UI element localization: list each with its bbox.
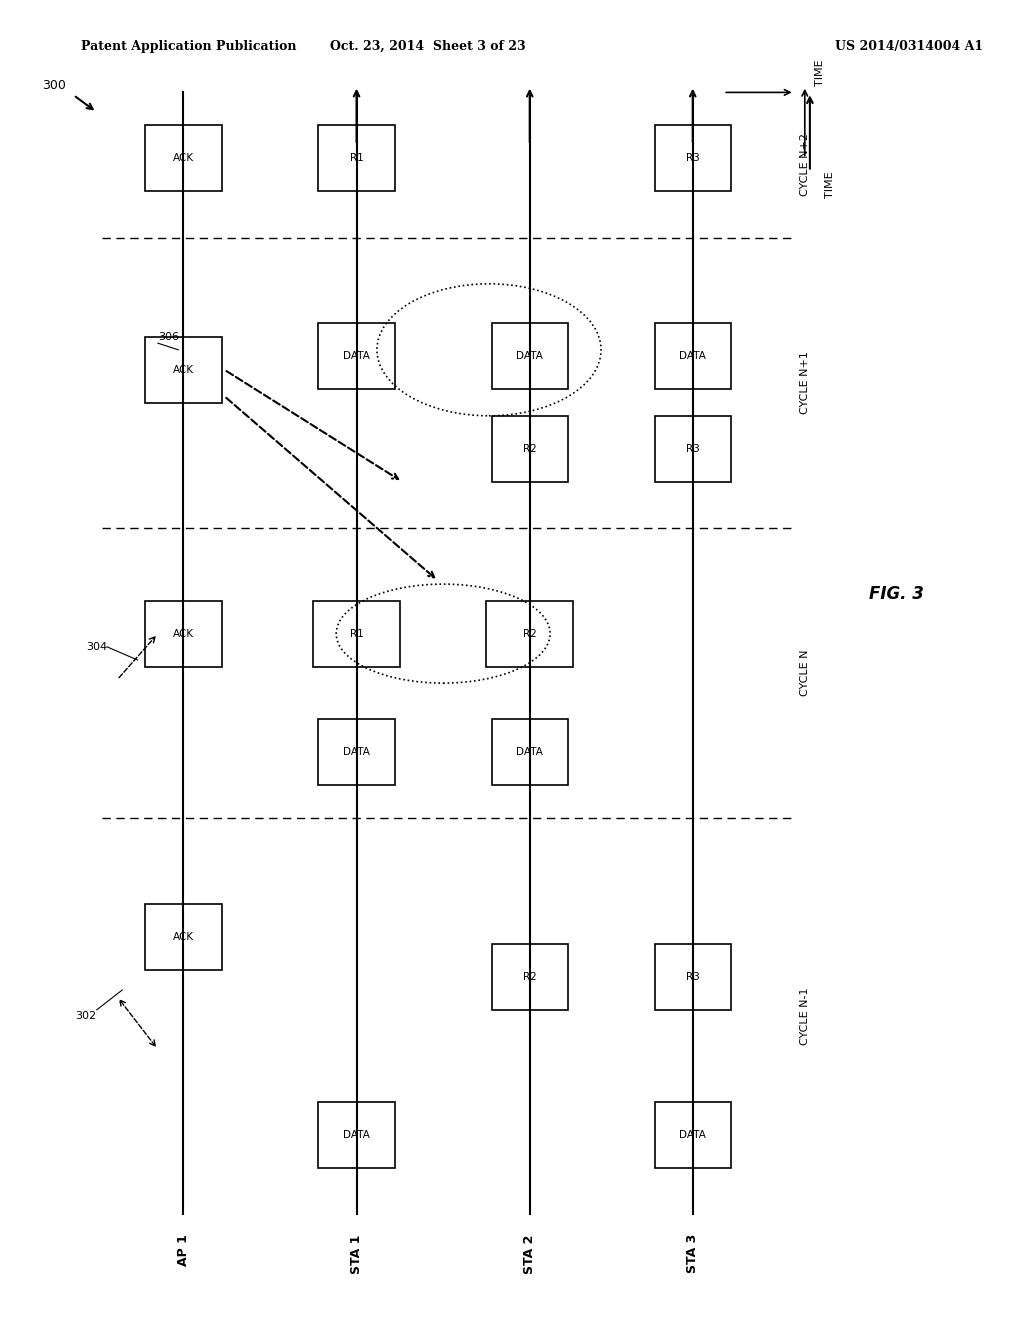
- Text: STA 2: STA 2: [523, 1234, 537, 1274]
- Text: DATA: DATA: [679, 351, 707, 362]
- FancyBboxPatch shape: [492, 416, 568, 482]
- FancyBboxPatch shape: [654, 1102, 731, 1168]
- Text: ACK: ACK: [173, 153, 194, 164]
- Text: CYCLE N+1: CYCLE N+1: [800, 351, 810, 414]
- Text: R3: R3: [686, 972, 699, 982]
- Text: ACK: ACK: [173, 932, 194, 942]
- Text: CYCLE N: CYCLE N: [800, 649, 810, 697]
- Text: 304: 304: [86, 642, 106, 652]
- Text: STA 1: STA 1: [350, 1234, 364, 1274]
- FancyBboxPatch shape: [654, 125, 731, 191]
- Text: US 2014/0314004 A1: US 2014/0314004 A1: [836, 40, 983, 53]
- Text: DATA: DATA: [516, 747, 543, 758]
- Text: R3: R3: [686, 153, 699, 164]
- FancyBboxPatch shape: [654, 323, 731, 389]
- FancyBboxPatch shape: [654, 944, 731, 1010]
- Text: DATA: DATA: [343, 747, 370, 758]
- Text: Oct. 23, 2014  Sheet 3 of 23: Oct. 23, 2014 Sheet 3 of 23: [330, 40, 525, 53]
- FancyBboxPatch shape: [313, 601, 399, 667]
- FancyBboxPatch shape: [318, 1102, 395, 1168]
- Text: TIME: TIME: [815, 59, 825, 86]
- Text: AP 1: AP 1: [177, 1234, 189, 1266]
- Text: DATA: DATA: [343, 351, 370, 362]
- Text: 306: 306: [158, 331, 179, 342]
- Text: CYCLE N+2: CYCLE N+2: [800, 133, 810, 197]
- FancyBboxPatch shape: [486, 601, 573, 667]
- Text: TIME: TIME: [825, 172, 836, 198]
- Text: R2: R2: [523, 628, 537, 639]
- FancyBboxPatch shape: [145, 904, 221, 970]
- FancyBboxPatch shape: [318, 719, 395, 785]
- Text: 300: 300: [42, 79, 67, 92]
- FancyBboxPatch shape: [654, 416, 731, 482]
- Text: R1: R1: [349, 628, 364, 639]
- Text: 302: 302: [76, 1011, 97, 1022]
- Text: R3: R3: [686, 444, 699, 454]
- Text: Patent Application Publication: Patent Application Publication: [82, 40, 297, 53]
- Text: CYCLE N-1: CYCLE N-1: [800, 987, 810, 1045]
- Text: ACK: ACK: [173, 628, 194, 639]
- Text: FIG. 3: FIG. 3: [869, 585, 924, 603]
- FancyBboxPatch shape: [318, 125, 395, 191]
- Text: ACK: ACK: [173, 364, 194, 375]
- Text: R2: R2: [523, 972, 537, 982]
- Text: DATA: DATA: [679, 1130, 707, 1140]
- FancyBboxPatch shape: [145, 337, 221, 403]
- Text: R2: R2: [523, 444, 537, 454]
- FancyBboxPatch shape: [492, 323, 568, 389]
- FancyBboxPatch shape: [492, 944, 568, 1010]
- FancyBboxPatch shape: [492, 719, 568, 785]
- Text: DATA: DATA: [343, 1130, 370, 1140]
- Text: STA 3: STA 3: [686, 1234, 699, 1274]
- FancyBboxPatch shape: [145, 125, 221, 191]
- FancyBboxPatch shape: [318, 323, 395, 389]
- FancyBboxPatch shape: [145, 601, 221, 667]
- Text: DATA: DATA: [516, 351, 543, 362]
- Text: R1: R1: [349, 153, 364, 164]
